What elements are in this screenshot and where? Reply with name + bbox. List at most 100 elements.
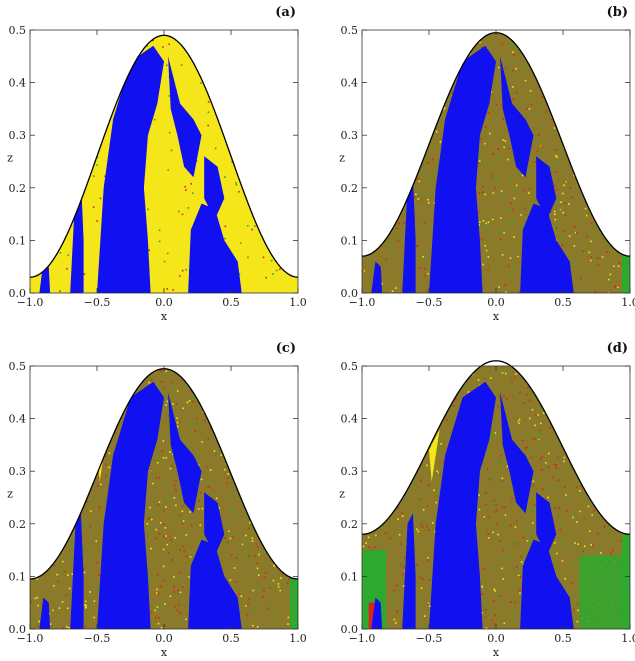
speckle [79, 415, 82, 417]
speckle [384, 112, 387, 115]
speckle [200, 478, 203, 481]
panel-label: (b) [607, 5, 628, 20]
speckle [371, 174, 373, 176]
speckle [517, 418, 519, 421]
speckle [495, 135, 497, 138]
speckle [276, 556, 278, 559]
speckle [528, 399, 531, 402]
speckle [68, 626, 70, 629]
speckle [528, 187, 531, 190]
speckle [98, 506, 100, 508]
speckle [430, 443, 433, 445]
speckle [416, 528, 418, 531]
speckle [588, 131, 590, 134]
speckle [526, 446, 529, 448]
speckle [492, 600, 495, 602]
speckle [372, 135, 375, 137]
speckle [56, 573, 59, 576]
speckle [590, 544, 592, 546]
speckle [554, 58, 557, 60]
speckle [598, 199, 600, 201]
regular-region-0 [97, 381, 164, 629]
speckle [597, 257, 599, 259]
speckle [163, 624, 166, 627]
speckle [250, 398, 253, 400]
speckle [419, 267, 421, 269]
speckle [274, 437, 277, 439]
speckle [485, 627, 488, 629]
speckle [147, 518, 150, 520]
speckle [37, 604, 40, 607]
speckle [157, 592, 160, 595]
speckle [225, 474, 228, 477]
speckle [399, 543, 402, 545]
speckle [499, 217, 502, 219]
speckle [603, 525, 606, 528]
speckle [482, 263, 484, 266]
speckle [528, 108, 531, 110]
speckle [43, 405, 46, 408]
speckle [37, 131, 39, 134]
speckle [41, 401, 43, 404]
speckle [509, 245, 511, 247]
speckle [67, 462, 70, 465]
speckle [599, 72, 601, 74]
speckle [427, 557, 430, 559]
speckle [535, 414, 537, 416]
speckle [173, 483, 176, 486]
yellow-filament [429, 429, 440, 482]
speckle [366, 523, 369, 525]
speckle [618, 416, 621, 419]
speckle [279, 481, 282, 483]
speckle [425, 87, 428, 89]
speckle [605, 503, 608, 506]
speckle [514, 526, 517, 528]
speckle [251, 515, 254, 517]
speckle [526, 540, 529, 542]
speckle [248, 394, 251, 397]
speckle [390, 476, 393, 479]
speckle [511, 69, 514, 72]
speckle [81, 433, 83, 436]
speckle [295, 406, 298, 409]
speckle [429, 576, 431, 578]
speckle [386, 56, 389, 58]
speckle [537, 370, 540, 372]
speckle [191, 554, 194, 556]
speckle [36, 477, 39, 480]
speckle [232, 456, 234, 458]
speckle [293, 401, 296, 403]
speckle [122, 389, 125, 392]
speckle [583, 56, 586, 59]
speckle [499, 238, 502, 241]
speckle [293, 377, 296, 380]
speckle [246, 438, 249, 440]
speckle [592, 81, 595, 83]
speckle [547, 377, 550, 379]
speckle [408, 392, 411, 395]
speckle [531, 529, 534, 531]
speckle [233, 567, 236, 569]
speckle [522, 536, 524, 539]
speckle [566, 510, 568, 513]
speckle [179, 549, 181, 551]
speckle [595, 44, 597, 47]
speckle [407, 71, 410, 73]
speckle [623, 402, 625, 405]
speckle [530, 103, 533, 106]
speckle [567, 368, 570, 370]
speckle [189, 541, 191, 544]
speckle [389, 385, 391, 387]
speckle [31, 388, 33, 391]
speckle [247, 179, 249, 181]
speckle [158, 229, 161, 232]
speckle [483, 567, 486, 570]
speckle [519, 576, 522, 578]
speckle [492, 218, 494, 221]
speckle [554, 405, 557, 407]
speckle [591, 63, 594, 66]
speckle [107, 73, 109, 75]
speckle [175, 504, 177, 507]
speckle [92, 470, 94, 473]
speckle [402, 370, 404, 373]
